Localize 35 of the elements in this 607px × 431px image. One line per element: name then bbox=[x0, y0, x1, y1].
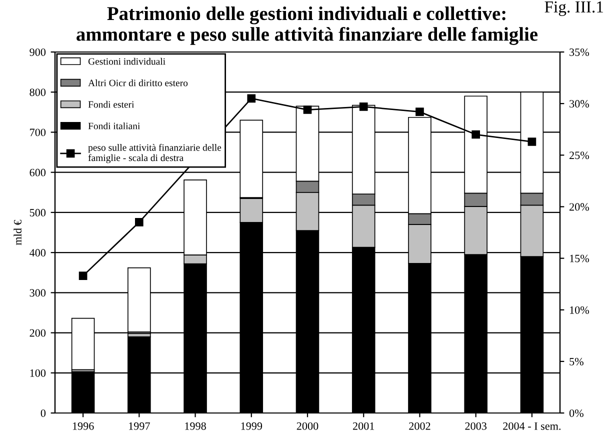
text: Fig. III.1 bbox=[544, 1, 603, 16]
y-tick-label: 600 bbox=[30, 168, 46, 176]
x-tick-label: 2001 bbox=[352, 422, 374, 430]
x-tick-label: 2003 bbox=[465, 422, 487, 430]
y-tick-label: 200 bbox=[30, 329, 46, 337]
x-tick-label: 1996 bbox=[72, 422, 94, 430]
y2-tick-label: 30% bbox=[570, 100, 590, 108]
x-tick-label: 1997 bbox=[129, 422, 150, 430]
y-tick-label: 500 bbox=[30, 208, 46, 216]
y-tick-label: 800 bbox=[30, 88, 46, 96]
chart-title: Patrimonio delle gestioni individuali e collettive: ammontare e peso sulle attività finanziare delle famiglie bbox=[76, 6, 538, 45]
x-tick-label: 2002 bbox=[409, 422, 430, 430]
x-tick-label: 2000 bbox=[296, 422, 318, 430]
y-tick-label: 300 bbox=[30, 289, 46, 297]
y-tick-label: 700 bbox=[30, 128, 46, 136]
legend-label: Fondi italiani bbox=[88, 122, 140, 130]
y-tick-label: 400 bbox=[30, 249, 46, 257]
y2-tick-label: 15% bbox=[570, 254, 590, 262]
x-tick-label: 1999 bbox=[241, 422, 262, 430]
y2-tick-label: 0% bbox=[569, 409, 584, 417]
y-tick-label: 900 bbox=[30, 48, 46, 56]
y2-tick-label: 20% bbox=[570, 203, 590, 211]
x-tick-label: 1998 bbox=[185, 422, 206, 430]
y-tick-label: 100 bbox=[30, 369, 46, 377]
y-tick-label: 0 bbox=[40, 409, 46, 417]
legend-label: Gestioni individuali bbox=[88, 58, 166, 65]
legend-label: peso sulle attività finanziarie delle famiglie - scala di destra bbox=[88, 144, 222, 164]
legend-label: Fondi esteri bbox=[88, 100, 134, 108]
y2-tick-label: 5% bbox=[570, 358, 584, 366]
y2-tick-label: 35% bbox=[570, 48, 590, 56]
y2-tick-label: 10% bbox=[570, 306, 590, 314]
y2-tick-label: 25% bbox=[570, 152, 590, 160]
y-axis-title: mld € bbox=[14, 220, 22, 246]
legend-label: Altri Oicr di diritto estero bbox=[88, 79, 188, 86]
x-tick-label: 2004 - I sem. bbox=[503, 422, 561, 430]
